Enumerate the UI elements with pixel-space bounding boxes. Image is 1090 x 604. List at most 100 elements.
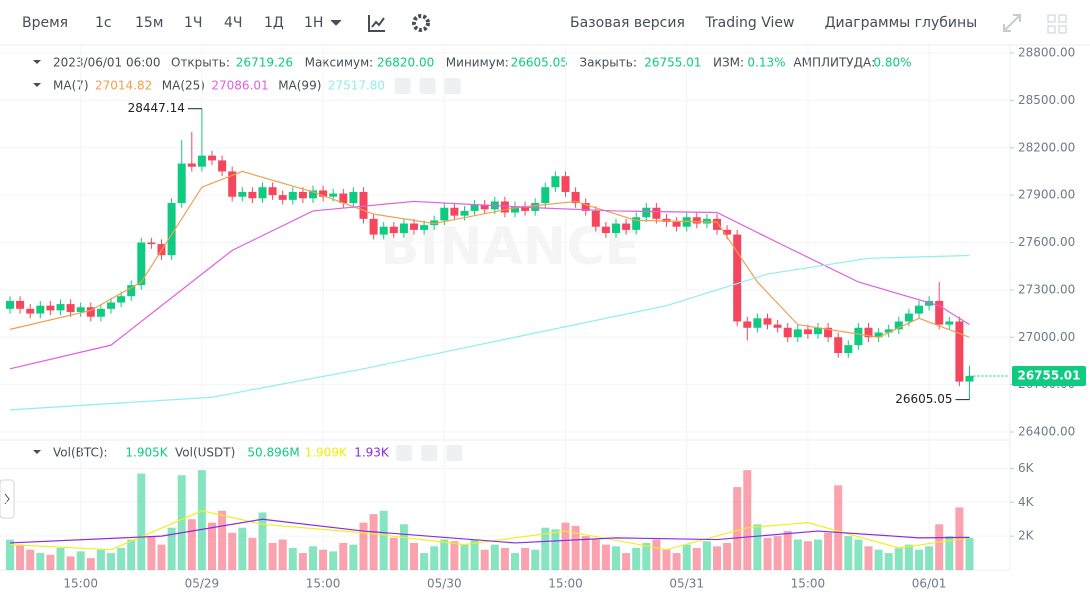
fullscreen-icon[interactable] — [1003, 14, 1021, 32]
volume-bar — [450, 541, 459, 570]
volume-bar — [864, 546, 873, 570]
collapse-arrow[interactable] — [33, 450, 41, 454]
volume-bar — [935, 524, 944, 570]
volume-bar — [298, 553, 307, 570]
candle-body — [622, 223, 631, 230]
candle-body — [147, 242, 156, 245]
layout-icon[interactable] — [1047, 14, 1067, 34]
legend-icon[interactable] — [444, 78, 461, 94]
candle-body — [783, 327, 792, 338]
view-button[interactable]: Trading View — [704, 15, 794, 31]
volume-bar — [803, 541, 812, 570]
candle-body — [884, 329, 893, 333]
candle-body — [561, 176, 570, 192]
candle-body — [511, 206, 519, 213]
vol-legend-value: 1.93K — [354, 446, 390, 460]
interval-button[interactable]: 1Н — [304, 15, 323, 31]
volume-bar — [238, 527, 247, 570]
volume-bar — [56, 548, 65, 570]
candle-body — [460, 210, 469, 216]
indicators-icon[interactable] — [368, 15, 385, 32]
candle-body — [137, 242, 146, 286]
candle-body — [793, 329, 802, 338]
ma-legend-name: MA(7) — [53, 79, 89, 93]
volume-bar — [632, 548, 641, 570]
candle-body — [86, 307, 95, 317]
ma-legend-value: 27517.80 — [328, 79, 385, 93]
volume-bar — [874, 549, 883, 570]
volume-bar — [309, 546, 317, 570]
candle-body — [965, 375, 974, 382]
view-button[interactable]: Базовая версия — [570, 15, 685, 31]
y-tick-label: 27600.00 — [1018, 235, 1075, 249]
candle-body — [127, 285, 136, 297]
interval-button[interactable]: 1с — [95, 15, 112, 31]
volume-bar — [16, 544, 25, 570]
volume-bar — [915, 549, 923, 570]
volume-bar — [612, 546, 620, 570]
volume-bar — [319, 549, 328, 570]
candle-body — [935, 300, 944, 325]
x-tick-label: 15:00 — [548, 577, 583, 591]
volume-bar — [551, 529, 560, 570]
candle-body — [278, 195, 287, 200]
candle-body — [389, 226, 398, 234]
candle-body — [803, 329, 812, 335]
interval-button[interactable]: 1Ч — [184, 15, 203, 31]
vol-tick-label: 4K — [1018, 495, 1035, 509]
candle-body — [814, 327, 822, 335]
candle-body — [238, 191, 247, 197]
interval-button[interactable]: Время — [22, 15, 68, 31]
legend-icon[interactable] — [396, 445, 413, 461]
candle-body — [945, 321, 954, 325]
volume-bar — [410, 542, 418, 570]
candle-body — [601, 226, 610, 234]
legend-icon[interactable] — [446, 445, 463, 461]
info-value: 26755.01 — [644, 56, 701, 70]
volume-bar — [399, 524, 408, 570]
view-button[interactable]: Диаграммы глубины — [825, 15, 978, 31]
volume-bar — [500, 548, 509, 570]
candle-body — [268, 187, 277, 196]
settings-icon[interactable] — [412, 14, 430, 32]
volume-bar — [561, 522, 570, 570]
info-value: 26820.00 — [377, 56, 434, 70]
x-tick-label: 05/30 — [427, 577, 462, 591]
candle-body — [521, 206, 530, 211]
y-tick-label: 28500.00 — [1018, 93, 1075, 107]
side-toggle[interactable] — [0, 479, 15, 519]
collapse-arrow[interactable] — [33, 60, 41, 64]
candle-body — [581, 203, 590, 211]
volume-bar — [127, 539, 136, 570]
volume-bar — [379, 510, 388, 570]
x-tick-label: 15:00 — [63, 577, 98, 591]
candle-body — [915, 305, 923, 314]
ma-line — [9, 200, 970, 370]
candle-body — [117, 296, 126, 303]
volume-bar — [389, 537, 398, 570]
legend-icon[interactable] — [419, 78, 436, 94]
volume-bar — [531, 549, 540, 570]
candle-body — [258, 187, 267, 199]
volume-bar — [430, 546, 439, 570]
volume-bar — [329, 551, 338, 570]
info-label: Минимум: — [446, 56, 509, 70]
last-price-tag — [1012, 365, 1086, 386]
vol-legend-name: Vol(USDT) — [175, 446, 235, 460]
volume-bar — [46, 554, 55, 570]
candle-body — [551, 176, 560, 188]
volume-bar — [218, 510, 227, 570]
candle-body — [167, 203, 176, 256]
interval-button[interactable]: 15м — [135, 15, 163, 31]
interval-button[interactable]: 1Д — [264, 15, 284, 31]
collapse-arrow[interactable] — [33, 83, 41, 87]
volume-bar — [167, 527, 176, 570]
candle-body — [420, 225, 429, 230]
volume-bar — [86, 558, 95, 570]
interval-button[interactable]: 4Ч — [224, 15, 243, 31]
candle-body — [298, 191, 307, 199]
more-intervals[interactable] — [330, 19, 342, 26]
vol-legend-value: 1.909K — [305, 446, 348, 460]
legend-icon[interactable] — [394, 78, 411, 94]
legend-icon[interactable] — [421, 445, 438, 461]
